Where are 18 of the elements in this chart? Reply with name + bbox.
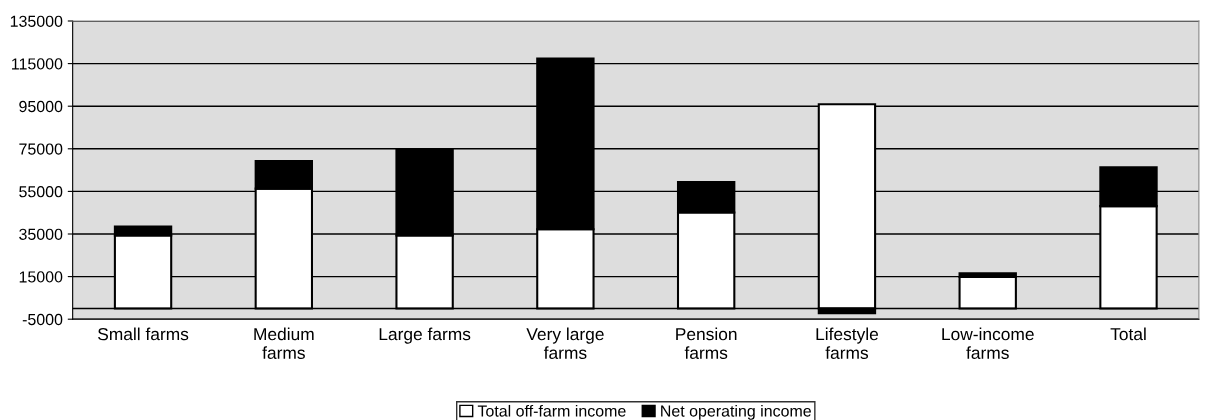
x-tick-label: Small farms bbox=[98, 327, 189, 341]
y-tick-label: 35000 bbox=[19, 228, 63, 240]
x-tick-label: Lifestyle farms bbox=[816, 327, 879, 359]
x-tick-label: Total bbox=[1110, 327, 1146, 341]
y-tick-label: 55000 bbox=[19, 186, 63, 198]
legend-label: Net operating income bbox=[661, 404, 811, 420]
legend-label: Total off-farm income bbox=[477, 404, 626, 417]
y-tick-label: 95000 bbox=[19, 100, 63, 113]
y-tick-label: -5000 bbox=[22, 313, 63, 326]
x-tick-label: Pension farms bbox=[676, 327, 737, 359]
y-tick-label: 115000 bbox=[12, 58, 63, 70]
y-tick-label: 135000 bbox=[10, 15, 63, 27]
x-tick-label: Medium farms bbox=[254, 327, 314, 359]
x-tick-label: Low-income farms bbox=[942, 327, 1034, 359]
y-tick-label: 75000 bbox=[19, 143, 63, 155]
y-tick-label: 15000 bbox=[19, 271, 63, 283]
x-tick-label: Large farms bbox=[379, 327, 471, 344]
x-tick-label: Very large farms bbox=[526, 327, 604, 359]
